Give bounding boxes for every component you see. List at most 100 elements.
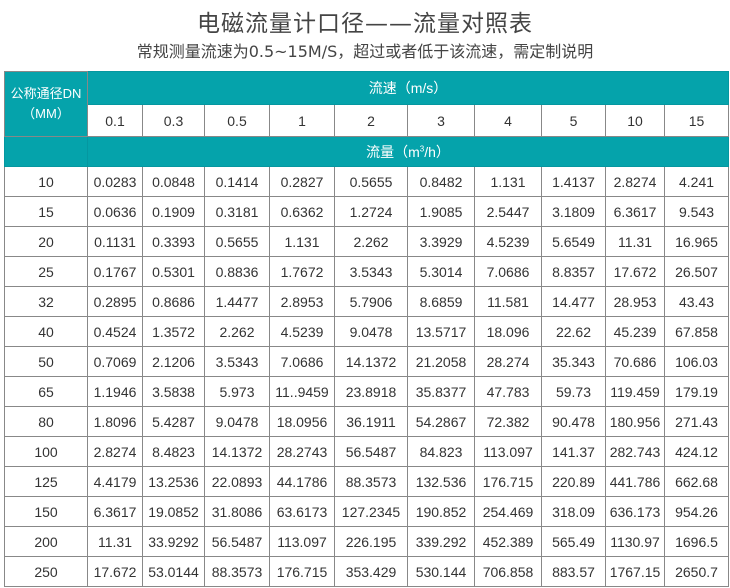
flow-cell: 176.715 — [269, 556, 335, 587]
flow-cell: 45.239 — [605, 316, 665, 347]
flow-cell: 59.73 — [541, 376, 606, 407]
flow-cell: 179.19 — [663, 376, 730, 407]
flow-cell: 3.5838 — [142, 376, 205, 407]
speed-cell: 0.5 — [204, 104, 270, 137]
flow-cell: 441.786 — [605, 466, 665, 497]
flow-cell: 1.131 — [269, 226, 335, 257]
flow-table: 公称通径DN （MM） 流速（m/s） 0.1 0.3 0.5 1 2 3 4 5 10 15 流… — [4, 71, 730, 587]
flow-cell: 1.1946 — [87, 376, 143, 407]
page-subtitle: 常规测量流速为0.5~15M/S，超过或者低于该流速，需定制说明 — [136, 42, 594, 61]
flow-cell: 84.823 — [407, 436, 475, 467]
flow-cell: 127.2345 — [334, 496, 408, 527]
flow-cell: 2.8953 — [269, 286, 335, 317]
flow-cell: 636.173 — [605, 496, 665, 527]
flow-cell: 88.3573 — [334, 466, 408, 497]
page-title: 电磁流量计口径——流量对照表 — [197, 11, 533, 37]
header-blank-cell — [4, 136, 88, 167]
flow-cell: 1.2724 — [334, 196, 408, 227]
flow-cell: 2.1206 — [142, 346, 205, 377]
flow-cell: 5.973 — [204, 376, 270, 407]
dn-cell: 25 — [4, 256, 88, 287]
flow-cell: 9.0478 — [334, 316, 408, 347]
flow-cell: 5.3014 — [407, 256, 475, 287]
flow-cell: 1.9085 — [407, 196, 475, 227]
flow-header-sup: 3 — [419, 143, 425, 153]
speed-cell: 10 — [605, 104, 665, 137]
table-row: 10 0.0283 0.0848 0.1414 0.2827 0.5655 0.8482 1.… — [4, 166, 730, 197]
flow-header-prefix: 流量（m — [366, 143, 420, 160]
flow-cell: 1130.97 — [605, 526, 665, 557]
speed-cell: 1 — [269, 104, 335, 137]
flow-cell: 4.241 — [663, 166, 730, 197]
flow-header: 流量（m3/h） — [86, 136, 730, 167]
flow-cell: 7.0686 — [269, 346, 335, 377]
flow-cell: 56.5487 — [334, 436, 408, 467]
flow-cell: 22.0893 — [204, 466, 270, 497]
dn-cell: 10 — [4, 166, 88, 197]
flow-cell: 0.8836 — [204, 256, 270, 287]
flow-cell: 16.965 — [663, 226, 730, 257]
flow-cell: 1.8096 — [87, 406, 143, 437]
flow-cell: 1.7672 — [269, 256, 335, 287]
flow-cell: 14.1372 — [204, 436, 270, 467]
flow-cell: 0.2827 — [269, 166, 335, 197]
flow-cell: 33.9292 — [142, 526, 205, 557]
flow-cell: 1.4477 — [204, 286, 270, 317]
dn-cell: 100 — [4, 436, 88, 467]
flow-cell: 3.5343 — [204, 346, 270, 377]
flow-cell: 21.2058 — [407, 346, 475, 377]
flow-cell: 5.6549 — [541, 226, 606, 257]
flow-cell: 0.5655 — [334, 166, 408, 197]
flow-cell: 176.715 — [474, 466, 542, 497]
dn-cell: 150 — [4, 496, 88, 527]
speed-cell: 2 — [334, 104, 408, 137]
flow-cell: 5.7906 — [334, 286, 408, 317]
flow-cell: 106.03 — [663, 346, 730, 377]
flow-cell: 0.5301 — [142, 256, 205, 287]
flow-cell: 2.8274 — [87, 436, 143, 467]
flow-cell: 0.2895 — [87, 286, 143, 317]
flow-cell: 0.1414 — [204, 166, 270, 197]
flow-cell: 6.3617 — [605, 196, 665, 227]
flow-cell: 3.1809 — [541, 196, 606, 227]
flow-cell: 70.686 — [605, 346, 665, 377]
flow-cell: 43.43 — [663, 286, 730, 317]
speed-cell: 0.1 — [87, 104, 143, 137]
flow-cell: 14.1372 — [334, 346, 408, 377]
flow-cell: 53.0144 — [142, 556, 205, 587]
flow-cell: 530.144 — [407, 556, 475, 587]
flow-cell: 26.507 — [663, 256, 730, 287]
flow-cell: 31.8086 — [204, 496, 270, 527]
flow-cell: 0.8482 — [407, 166, 475, 197]
flow-cell: 0.0636 — [87, 196, 143, 227]
flow-header-suffix: /h） — [424, 143, 450, 160]
flow-cell: 17.672 — [605, 256, 665, 287]
flow-cell: 2.262 — [334, 226, 408, 257]
flow-cell: 0.5655 — [204, 226, 270, 257]
flow-cell: 132.536 — [407, 466, 475, 497]
flow-cell: 22.62 — [541, 316, 606, 347]
flow-cell: 11.31 — [605, 226, 665, 257]
flow-cell: 35.343 — [541, 346, 606, 377]
dn-cell: 125 — [4, 466, 88, 497]
flow-cell: 3.5343 — [334, 256, 408, 287]
flow-cell: 1.4137 — [541, 166, 606, 197]
flow-cell: 13.2536 — [142, 466, 205, 497]
speed-cell: 4 — [474, 104, 542, 137]
flow-cell: 282.743 — [605, 436, 665, 467]
flow-cell: 4.5239 — [474, 226, 542, 257]
flow-cell: 271.43 — [663, 406, 730, 437]
flow-cell: 9.0478 — [204, 406, 270, 437]
flow-cell: 0.8686 — [142, 286, 205, 317]
dn-cell: 80 — [4, 406, 88, 437]
table-row: 32 0.2895 0.8686 1.4477 2.8953 5.7906 8.6859 11… — [4, 286, 730, 317]
flow-cell: 0.4524 — [87, 316, 143, 347]
flow-cell: 119.459 — [605, 376, 665, 407]
flow-cell: 5.4287 — [142, 406, 205, 437]
flow-cell: 28.953 — [605, 286, 665, 317]
flow-cell: 141.37 — [541, 436, 606, 467]
flow-cell: 339.292 — [407, 526, 475, 557]
flow-cell: 18.0956 — [269, 406, 335, 437]
flow-cell: 190.852 — [407, 496, 475, 527]
flow-cell: 90.478 — [541, 406, 606, 437]
